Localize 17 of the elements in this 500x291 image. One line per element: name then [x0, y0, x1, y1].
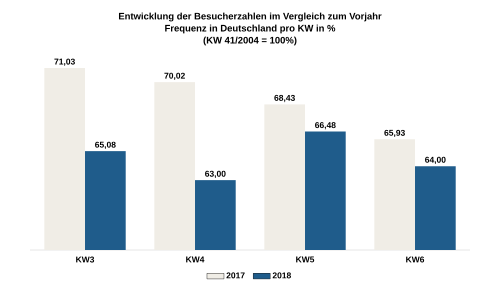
legend-label: 2018 — [272, 272, 291, 278]
text: (KW 41/2004 = 100%) — [204, 36, 296, 46]
chart-subtitle: Frequenz in Deutschland pro KW in % — [165, 24, 336, 34]
data-label: 64,00 — [425, 156, 446, 164]
x-tick-label: KW4 — [186, 256, 204, 262]
legend-label: 2017 — [226, 272, 245, 278]
data-label: 65,93 — [384, 130, 405, 138]
data-label: 71,03 — [54, 58, 75, 66]
x-tick-label: KW5 — [296, 256, 314, 262]
data-label: 68,43 — [274, 94, 295, 102]
data-label: 70,02 — [164, 72, 185, 80]
data-label: 63,00 — [205, 170, 226, 178]
chart-title: Entwicklung der Besucherzahlen im Vergleich zum Vorjahr — [118, 12, 382, 22]
data-label: 65,08 — [95, 142, 116, 149]
x-tick-label: KW3 — [76, 256, 94, 263]
x-tick-label: KW6 — [406, 256, 424, 263]
data-label: 66,48 — [315, 122, 336, 130]
